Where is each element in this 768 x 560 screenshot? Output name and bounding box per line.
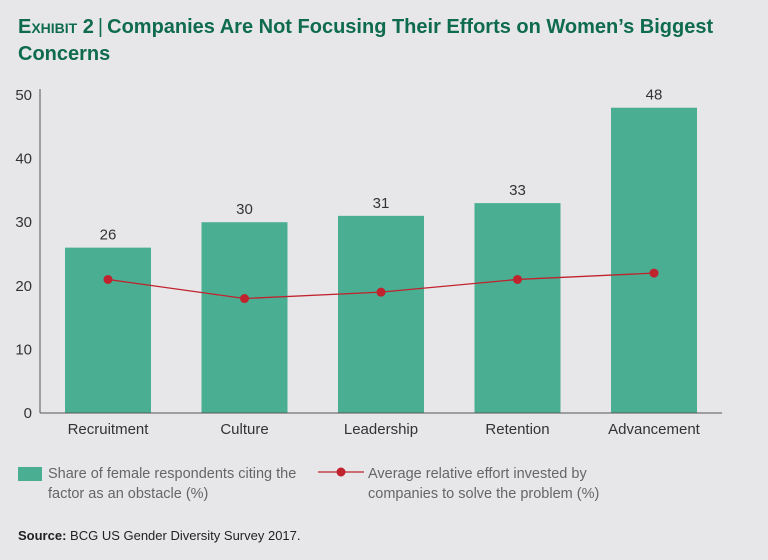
legend-line-swatch [318, 467, 364, 477]
bar-advancement [611, 107, 697, 413]
effort-point-retention [513, 274, 522, 284]
chart-area: 0 10 20 30 40 50 26 Recruitment 30 Culture 31 Leade… [15, 87, 722, 438]
legend-line-label: Average relative effort invested by comp… [368, 466, 600, 502]
x-tick-label: Leadership [344, 421, 418, 438]
x-tick-label: Retention [485, 421, 549, 438]
source-label: Source: [18, 528, 67, 543]
title-text: Companies Are Not Focusing Their Efforts… [18, 16, 714, 65]
y-tick-label: 50 [15, 87, 32, 104]
bar-leadership [338, 215, 424, 413]
bar-data-label: 26 [100, 227, 117, 244]
legend-bar-label: Share of female respondents citing the f… [48, 466, 297, 502]
y-tick-label: 10 [15, 341, 32, 358]
y-tick-label: 40 [15, 151, 32, 168]
bar-data-label: 48 [646, 87, 663, 104]
effort-point-culture [240, 294, 249, 304]
effort-point-recruitment [103, 274, 113, 284]
x-tick-label: Advancement [608, 421, 701, 438]
x-tick-label: Recruitment [68, 421, 150, 438]
effort-point-advancement [649, 268, 659, 278]
source-text: BCG US Gender Diversity Survey 2017. [70, 528, 301, 543]
source-note: Source: BCG US Gender Diversity Survey 2… [18, 528, 301, 543]
legend-bar-swatch [18, 467, 42, 481]
bar-culture [201, 222, 288, 413]
bar-retention [474, 203, 561, 413]
y-tick-label: 30 [15, 214, 32, 231]
y-tick-label: 0 [24, 405, 32, 422]
y-tick-label: 20 [15, 278, 32, 295]
bar-recruitment [65, 247, 151, 413]
x-tick-label: Culture [220, 421, 268, 438]
bar-data-label: 31 [373, 195, 390, 212]
exhibit-label: Exhibit 2 [18, 16, 94, 38]
chart-title: Exhibit 2 | Companies Are Not Focusing The… [18, 16, 714, 65]
effort-point-leadership [376, 287, 386, 297]
bar-data-label: 33 [509, 182, 526, 199]
bar-data-label: 30 [236, 201, 253, 218]
